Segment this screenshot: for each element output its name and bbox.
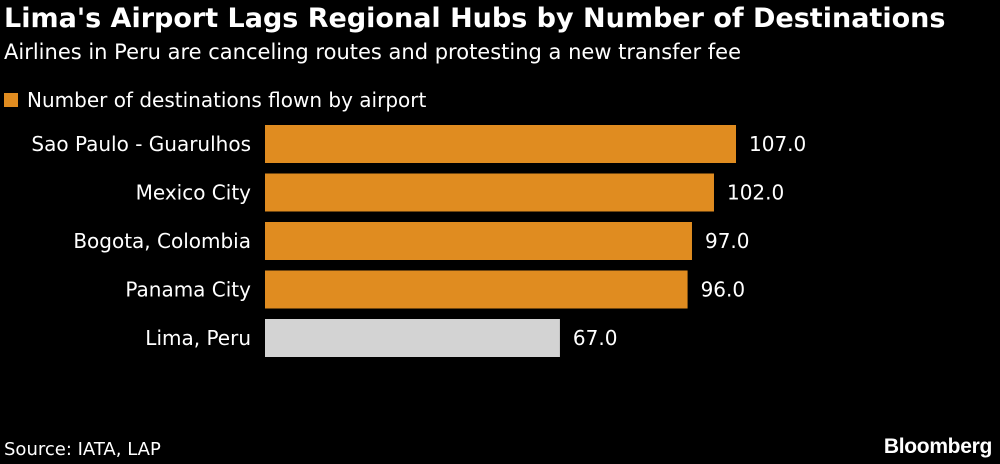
value-label-3: 96.0 bbox=[701, 278, 746, 302]
value-label-1: 102.0 bbox=[727, 181, 784, 205]
bar-1 bbox=[265, 173, 714, 212]
legend-label: Number of destinations flown by airport bbox=[27, 88, 427, 112]
category-label-0: Sao Paulo - Guarulhos bbox=[31, 132, 251, 156]
value-label-4: 67.0 bbox=[573, 326, 618, 350]
category-label-4: Lima, Peru bbox=[145, 326, 251, 350]
category-label-2: Bogota, Colombia bbox=[73, 229, 251, 253]
bloomberg-logo: Bloomberg bbox=[883, 435, 992, 458]
category-label-3: Panama City bbox=[125, 278, 251, 302]
source-note: Source: IATA, LAP bbox=[4, 439, 161, 460]
chart-title: Lima's Airport Lags Regional Hubs by Num… bbox=[4, 3, 946, 34]
chart-subtitle: Airlines in Peru are canceling routes an… bbox=[4, 40, 742, 64]
category-label-1: Mexico City bbox=[136, 181, 252, 205]
value-label-2: 97.0 bbox=[705, 229, 750, 253]
bar-4 bbox=[265, 319, 560, 357]
value-label-0: 107.0 bbox=[749, 132, 806, 156]
legend: Number of destinations flown by airport bbox=[4, 85, 426, 115]
bar-0 bbox=[265, 125, 736, 163]
legend-swatch bbox=[4, 93, 18, 107]
bar-2 bbox=[265, 222, 692, 260]
bar-3 bbox=[265, 270, 688, 309]
